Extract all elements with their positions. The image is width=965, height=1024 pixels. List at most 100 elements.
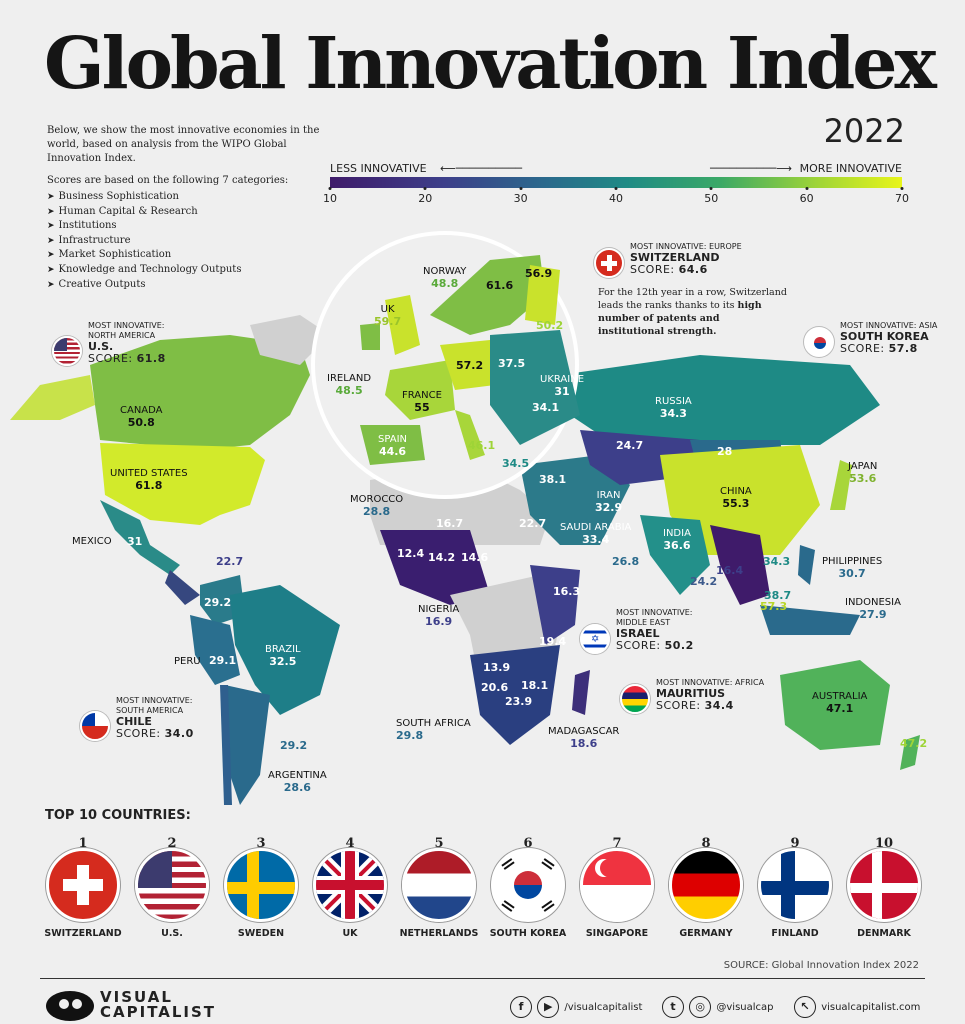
- region-mexico: [100, 500, 180, 575]
- top10-item: 10 DENMARK: [839, 836, 929, 939]
- region-label: 34.1: [532, 401, 560, 414]
- social-links-2: t ◎ @visualcap: [662, 996, 774, 1018]
- social-links-1: f ▶ /visualcapitalist: [510, 996, 642, 1018]
- twitter-icon[interactable]: t: [662, 996, 684, 1018]
- region-label: ARGENTINA 28.6: [268, 770, 327, 794]
- region-label: 24.7: [616, 439, 644, 452]
- category-item: ➤ Infrastructure: [47, 234, 131, 246]
- region-southern-africa: [470, 645, 560, 745]
- region-label: 29.1: [209, 654, 237, 667]
- youtube-icon[interactable]: ▶: [537, 996, 560, 1018]
- region-label: 57.2: [456, 359, 484, 372]
- region-label: 56.9: [525, 267, 553, 280]
- switzerland-flag-icon: [594, 248, 624, 278]
- region-label: 12.4: [397, 547, 425, 560]
- website-url[interactable]: visualcapitalist.com: [821, 1002, 921, 1013]
- south-korea-flag-icon: [491, 848, 565, 922]
- region-label: 13.9: [483, 661, 511, 674]
- region-label: 34.5: [502, 457, 530, 470]
- region-madagascar: [572, 670, 590, 715]
- region-label: JAPAN 53.6: [848, 461, 878, 485]
- region-label: NIGERIA 16.9: [418, 604, 460, 628]
- legend-gradient-bar: [330, 177, 902, 188]
- uk-flag-icon: [313, 848, 387, 922]
- region-argentina: [225, 685, 270, 805]
- region-russia: [560, 355, 880, 445]
- page-year: 2022: [823, 112, 905, 150]
- region-label: 19.4: [539, 635, 567, 648]
- region-label: IRAN 32.9: [595, 490, 623, 514]
- top10-list: 1 SWITZERLAND 2 U.S. 3 SWEDEN 4: [38, 836, 929, 939]
- region-label: 16.7: [436, 517, 464, 530]
- social-handle[interactable]: @visualcap: [716, 1002, 774, 1013]
- top10-item: 4 UK: [305, 836, 395, 939]
- legend-tick: 20: [418, 192, 433, 205]
- region-label: 22.7: [216, 555, 244, 568]
- region-label: 26.8: [612, 555, 640, 568]
- region-east-europe: [490, 330, 580, 445]
- region-australia: [780, 660, 890, 750]
- region-label: 14.2: [428, 551, 456, 564]
- top10-item: 6 SOUTH KOREA: [489, 836, 567, 939]
- cursor-icon[interactable]: ↖: [794, 996, 816, 1018]
- category-item: ➤ Business Sophistication: [47, 191, 179, 202]
- switzerland-flag-icon: [46, 848, 120, 922]
- us-flag-icon: [52, 336, 82, 366]
- callout-europe: MOST INNOVATIVE: EUROPE SWITZERLAND SCOR…: [630, 242, 742, 276]
- region-label: 24.2: [690, 575, 718, 588]
- region-middle-east: [520, 455, 630, 545]
- switzerland-note: For the 12th year in a row, Switzerland …: [598, 287, 787, 337]
- social-handle[interactable]: /visualcapitalist: [564, 1002, 643, 1013]
- region-uk: [385, 295, 420, 355]
- top10-item: 7 SINGAPORE: [572, 836, 662, 939]
- callout-africa: MOST INNOVATIVE: AFRICA MAURITIUS SCORE:…: [656, 678, 765, 712]
- top10-item: 1 SWITZERLAND: [44, 836, 122, 939]
- region-label: 20.6: [481, 681, 509, 694]
- category-item: ➤ Creative Outputs: [47, 278, 146, 290]
- top10-item: 3 SWEDEN: [216, 836, 306, 939]
- region-west-africa: [380, 530, 490, 605]
- facebook-icon[interactable]: f: [510, 996, 532, 1018]
- region-label: INDIA 36.6: [663, 528, 691, 552]
- region-new-zealand: [900, 735, 920, 770]
- arrow-right-icon: ──────────⟶: [710, 162, 792, 175]
- us-flag-icon: [135, 848, 209, 922]
- legend-tick: 70: [895, 192, 909, 205]
- intro-text: Below, we show the most innovative econo…: [47, 124, 322, 292]
- region-label: 34.3: [763, 555, 791, 568]
- region-southeast-asia: [710, 525, 770, 605]
- callout-middle-east: MOST INNOVATIVE: MIDDLE EAST ISRAEL SCOR…: [616, 608, 694, 652]
- finland-flag-icon: [758, 848, 832, 922]
- legend-tick: 50: [704, 192, 719, 205]
- region-label: 14.6: [461, 551, 489, 564]
- legend-tick: 10: [323, 192, 337, 205]
- legend-left-label: LESS INNOVATIVE: [330, 162, 427, 175]
- region-label: IRELAND 48.5: [327, 373, 372, 397]
- region-label: 57.3: [760, 600, 788, 613]
- source-text: SOURCE: Global Innovation Index 2022: [723, 960, 919, 971]
- region-label: AUSTRALIA 47.1: [812, 691, 868, 715]
- top10-item: 8 GERMANY: [661, 836, 751, 939]
- region-label: 23.9: [505, 695, 533, 708]
- chile-flag-icon: [80, 711, 110, 741]
- category-item: ➤ Human Capital & Research: [47, 205, 198, 217]
- instagram-icon[interactable]: ◎: [689, 996, 712, 1018]
- legend-tick: 40: [609, 192, 623, 205]
- region-label: NORWAY 48.8: [423, 266, 467, 290]
- category-list: ➤ Business Sophistication ➤ Human Capital …: [47, 190, 322, 292]
- netherlands-flag-icon: [402, 848, 476, 922]
- arrow-left-icon: ⟵──────────: [440, 162, 522, 175]
- region-label: 16.4: [716, 564, 744, 577]
- region-label: RUSSIA 34.3: [655, 396, 692, 420]
- denmark-flag-icon: [847, 848, 921, 922]
- region-label: PERU: [174, 656, 201, 667]
- legend-tick: 30: [513, 192, 528, 205]
- region-brazil: [230, 585, 340, 715]
- region-east-africa: [530, 565, 580, 645]
- region-label: 28: [717, 445, 733, 458]
- region-canada: [90, 335, 310, 450]
- region-label: 46.1: [468, 439, 496, 452]
- region-label: MEXICO: [72, 536, 112, 547]
- region-label: CHINA 55.3: [720, 486, 752, 510]
- region-label: 29.2: [204, 596, 232, 609]
